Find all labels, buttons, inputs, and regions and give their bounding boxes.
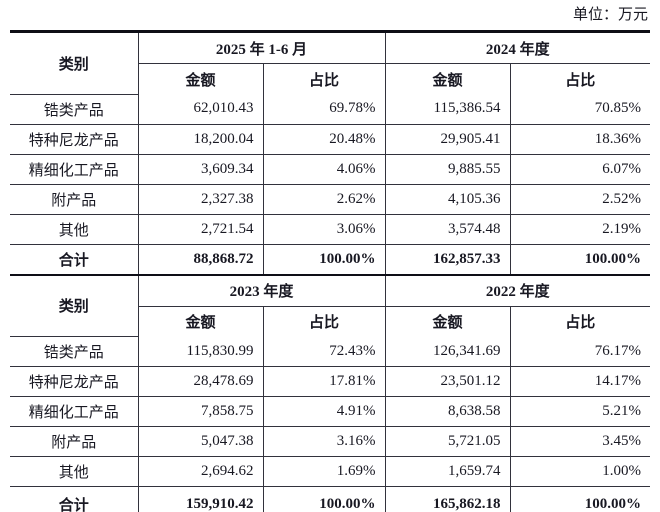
ratio-cell: 18.36% xyxy=(509,124,651,155)
ratio-cell: 5.21% xyxy=(509,396,651,427)
table-row: 附产品 2,327.38 2.62% 4,105.36 2.52% xyxy=(10,184,651,215)
category-cell: 附产品 xyxy=(10,184,138,215)
table-row: 特种尼龙产品 28,478.69 17.81% 23,501.12 14.17% xyxy=(10,366,651,397)
ratio-cell: 72.43% xyxy=(262,336,386,367)
amount-cell: 7,858.75 xyxy=(137,396,263,427)
category-cell: 其他 xyxy=(10,456,138,487)
total-row: 合计 88,868.72 100.00% 162,857.33 100.00% xyxy=(10,244,651,275)
amount-cell: 126,341.69 xyxy=(384,336,511,367)
ratio-cell: 4.06% xyxy=(262,154,385,185)
amount-cell: 115,830.99 xyxy=(137,336,263,367)
amount-cell: 1,659.74 xyxy=(384,456,511,487)
ratio-cell: 2.62% xyxy=(262,184,385,215)
revenue-table-2025-2024: 类别 2025 年 1-6 月 2024 年度 金额 占比 金额 占比 锆类产品… xyxy=(10,30,651,276)
ratio-cell: 100.00% xyxy=(509,244,651,275)
category-cell: 附产品 xyxy=(10,426,138,457)
table-row: 特种尼龙产品 18,200.04 20.48% 29,905.41 18.36% xyxy=(10,124,651,155)
category-column-header: 类别 xyxy=(10,31,138,95)
ratio-cell: 100.00% xyxy=(262,244,385,275)
ratio-cell: 20.48% xyxy=(262,124,385,155)
amount-cell: 2,327.38 xyxy=(137,184,263,215)
ratio-cell: 3.06% xyxy=(262,214,385,245)
amount-cell: 5,721.05 xyxy=(384,426,511,457)
category-cell: 合计 xyxy=(58,497,89,512)
total-row: 合计 159,910.42 100.00% 165,862.18 100.00% xyxy=(10,486,651,512)
amount-cell: 2,694.62 xyxy=(137,456,263,487)
ratio-cell: 76.17% xyxy=(509,336,651,367)
ratio-header: 占比 xyxy=(509,306,651,337)
category-cell: 特种尼龙产品 xyxy=(10,124,138,155)
ratio-cell: 3.16% xyxy=(262,426,386,457)
category-cell: 其他 xyxy=(10,214,138,245)
period-header-row: 类别 2023 年度 2022 年度 xyxy=(10,275,651,337)
ratio-header: 占比 xyxy=(509,63,651,94)
ratio-header: 占比 xyxy=(262,306,386,337)
category-cell: 特种尼龙产品 xyxy=(10,366,138,397)
amount-cell: 159,910.42 xyxy=(137,486,263,512)
amount-header: 金额 xyxy=(384,63,510,94)
amount-cell: 28,478.69 xyxy=(137,366,263,397)
tables-container: 类别 2025 年 1-6 月 2024 年度 金额 占比 金额 占比 锆类产品… xyxy=(10,30,651,512)
ratio-cell: 2.52% xyxy=(509,184,651,215)
ratio-cell: 17.81% xyxy=(262,366,386,397)
revenue-table-2023-2022: 类别 2023 年度 2022 年度 金额 占比 金额 占比 锆类产品 115,8… xyxy=(10,275,651,512)
amount-cell: 29,905.41 xyxy=(384,124,510,155)
unit-label: 单位：万元 xyxy=(572,7,648,23)
amount-cell: 62,010.43 xyxy=(137,94,263,125)
amount-cell: 23,501.12 xyxy=(384,366,511,397)
table-row: 锆类产品 62,010.43 69.78% 115,386.54 70.85% xyxy=(10,94,651,125)
table-row: 精细化工产品 3,609.34 4.06% 9,885.55 6.07% xyxy=(10,154,651,185)
category-column-header: 类别 xyxy=(10,275,138,337)
amount-cell: 18,200.04 xyxy=(137,124,263,155)
amount-cell: 2,721.54 xyxy=(137,214,263,245)
ratio-cell: 1.69% xyxy=(262,456,386,487)
amount-cell: 162,857.33 xyxy=(384,244,510,275)
ratio-cell: 3.45% xyxy=(509,426,651,457)
sub-header-row: 金额 占比 金额 占比 xyxy=(10,63,651,94)
period-header-row: 类别 2025 年 1-6 月 2024 年度 xyxy=(10,31,651,95)
amount-cell: 115,386.54 xyxy=(384,94,510,125)
table-body: 锆类产品 62,010.43 69.78% 115,386.54 70.85% 特种尼龙产… xyxy=(10,94,651,275)
ratio-cell: 6.07% xyxy=(509,154,651,185)
table-row: 其他 2,694.62 1.69% 1,659.74 1.00% xyxy=(10,456,651,487)
amount-cell: 165,862.18 xyxy=(384,486,511,512)
table-row: 锆类产品 115,830.99 72.43% 126,341.69 76.17% xyxy=(10,336,651,367)
amount-cell: 8,638.58 xyxy=(384,396,511,427)
category-cell: 锆类产品 xyxy=(10,336,138,367)
ratio-cell: 1.00% xyxy=(509,456,651,487)
amount-header: 金额 xyxy=(137,63,263,94)
amount-cell: 9,885.55 xyxy=(384,154,510,185)
table-row: 附产品 5,047.38 3.16% 5,721.05 3.45% xyxy=(10,426,651,457)
ratio-cell: 14.17% xyxy=(509,366,651,397)
table-body: 锆类产品 115,830.99 72.43% 126,341.69 76.17% 特种尼龙… xyxy=(10,336,651,512)
period-header-2022: 2022 年度 xyxy=(384,275,651,307)
amount-header: 金额 xyxy=(137,306,263,337)
period-header-2025: 2025 年 1-6 月 xyxy=(137,31,385,64)
category-cell: 精细化工产品 xyxy=(10,154,138,185)
ratio-cell: 69.78% xyxy=(262,94,385,125)
ratio-cell: 4.91% xyxy=(262,396,386,427)
period-header-2024: 2024 年度 xyxy=(384,31,651,64)
category-cell: 锆类产品 xyxy=(10,94,138,125)
table-row: 其他 2,721.54 3.06% 3,574.48 2.19% xyxy=(10,214,651,245)
category-cell: 精细化工产品 xyxy=(10,396,138,427)
period-header-2023: 2023 年度 xyxy=(137,275,386,307)
table-header: 类别 2023 年度 2022 年度 金额 占比 金额 占比 xyxy=(10,275,651,337)
ratio-cell: 2.19% xyxy=(509,214,651,245)
amount-cell: 3,574.48 xyxy=(384,214,510,245)
category-cell: 合计 xyxy=(58,252,89,269)
amount-cell: 5,047.38 xyxy=(137,426,263,457)
table-row: 精细化工产品 7,858.75 4.91% 8,638.58 5.21% xyxy=(10,396,651,427)
amount-cell: 88,868.72 xyxy=(137,244,263,275)
ratio-cell: 100.00% xyxy=(509,486,651,512)
table-header: 类别 2025 年 1-6 月 2024 年度 金额 占比 金额 占比 xyxy=(10,31,651,95)
ratio-header: 占比 xyxy=(262,63,385,94)
amount-header: 金额 xyxy=(384,306,511,337)
amount-cell: 3,609.34 xyxy=(137,154,263,185)
amount-cell: 4,105.36 xyxy=(384,184,510,215)
sub-header-row: 金额 占比 金额 占比 xyxy=(10,306,651,337)
ratio-cell: 100.00% xyxy=(262,486,386,512)
ratio-cell: 70.85% xyxy=(509,94,651,125)
